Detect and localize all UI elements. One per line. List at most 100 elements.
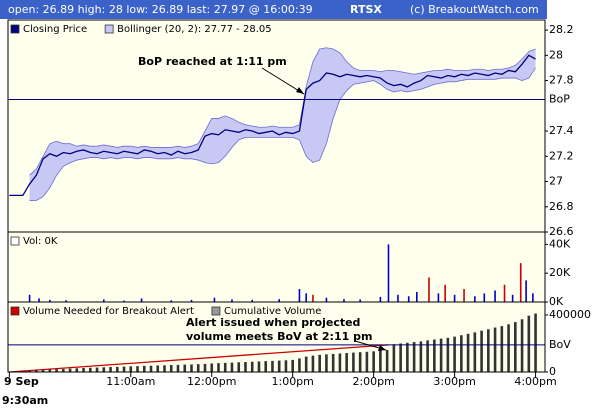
bar xyxy=(55,369,58,372)
bar xyxy=(231,299,233,302)
bar xyxy=(379,350,382,372)
bar xyxy=(352,352,355,372)
reference-label: BoP xyxy=(549,93,570,106)
bar xyxy=(514,322,517,372)
arrow-head xyxy=(296,87,304,94)
bar xyxy=(305,293,307,302)
bar xyxy=(142,365,146,372)
bar xyxy=(419,341,423,372)
line xyxy=(9,344,389,373)
y-tick-label: 40K xyxy=(549,237,571,250)
x-tick-label: 2:00pm xyxy=(352,375,394,388)
bollinger-upper xyxy=(29,47,536,176)
legend-swatch xyxy=(104,24,114,34)
legend-label: Volume Needed for Breakout Alert xyxy=(23,306,194,317)
bar xyxy=(89,367,92,372)
bar xyxy=(264,361,268,372)
bar xyxy=(109,367,112,372)
bar xyxy=(483,293,486,302)
bar xyxy=(190,299,193,302)
bar xyxy=(41,369,45,372)
bar xyxy=(453,336,456,372)
bar xyxy=(68,368,72,372)
bar xyxy=(115,366,119,372)
legend-swatch xyxy=(211,306,221,316)
bar xyxy=(345,353,348,372)
bar xyxy=(298,358,301,372)
y-tick-label: 26.6 xyxy=(549,225,574,238)
x-tick-label: 11:00am xyxy=(106,375,155,388)
bar xyxy=(474,296,476,302)
y-tick-label: 26.8 xyxy=(549,200,574,213)
bar xyxy=(460,335,463,372)
bollinger-lower xyxy=(29,67,536,201)
bar xyxy=(163,365,166,372)
bar xyxy=(140,298,143,302)
reference-label: BoV xyxy=(549,338,571,351)
bar xyxy=(169,365,173,372)
bar xyxy=(444,284,446,302)
bar xyxy=(136,366,139,372)
bar xyxy=(493,327,497,372)
header-bar xyxy=(0,0,547,19)
y-tick-label: 0 xyxy=(549,365,556,378)
bar xyxy=(312,294,314,302)
bar xyxy=(311,355,315,372)
bar xyxy=(49,299,51,302)
bar xyxy=(82,368,85,372)
x-tick-label: 9:30am xyxy=(2,394,48,407)
bar xyxy=(511,294,514,302)
x-tick-label: 4:00pm xyxy=(514,375,556,388)
bar xyxy=(480,330,483,372)
legend-label: Cumulative Volume xyxy=(224,306,321,317)
panel xyxy=(8,232,545,302)
bar xyxy=(507,324,510,372)
bar xyxy=(156,365,160,372)
bar xyxy=(102,299,105,302)
y-tick-label: 28 xyxy=(549,48,563,61)
legend-swatch xyxy=(10,236,20,246)
bar xyxy=(407,296,410,302)
bar xyxy=(446,337,450,372)
x-tick-label: 3:00pm xyxy=(433,375,475,388)
bar xyxy=(527,315,531,372)
bar xyxy=(122,366,126,372)
bar xyxy=(406,342,409,372)
bar xyxy=(298,289,301,302)
bar xyxy=(453,294,456,302)
bar xyxy=(359,299,361,302)
bar xyxy=(525,280,527,302)
bar xyxy=(439,338,443,372)
bar xyxy=(251,299,254,302)
bar xyxy=(123,300,125,302)
bar xyxy=(532,293,534,302)
bar xyxy=(277,360,281,372)
arrow-head xyxy=(378,345,386,351)
bar xyxy=(494,290,496,302)
bar xyxy=(358,352,362,372)
y-tick-label: 28.2 xyxy=(549,23,574,36)
bar xyxy=(65,300,67,302)
bar xyxy=(365,351,369,372)
legend-swatch xyxy=(10,24,20,34)
bar xyxy=(372,351,375,372)
bar xyxy=(237,362,241,372)
bar xyxy=(325,354,328,372)
bar xyxy=(35,370,38,372)
bar xyxy=(500,326,504,372)
y-tick-label: 400000 xyxy=(549,308,591,321)
legend-label: Vol: 0K xyxy=(23,236,58,247)
panel-border xyxy=(7,301,546,373)
bar xyxy=(102,367,106,372)
bar xyxy=(176,364,180,372)
y-tick-label: 20K xyxy=(549,266,571,279)
bar xyxy=(466,333,470,372)
bar xyxy=(385,349,389,372)
y-tick-label: 27 xyxy=(549,175,563,188)
bar xyxy=(183,364,187,372)
bar xyxy=(75,368,79,372)
bar xyxy=(210,363,214,372)
bar xyxy=(217,363,220,372)
